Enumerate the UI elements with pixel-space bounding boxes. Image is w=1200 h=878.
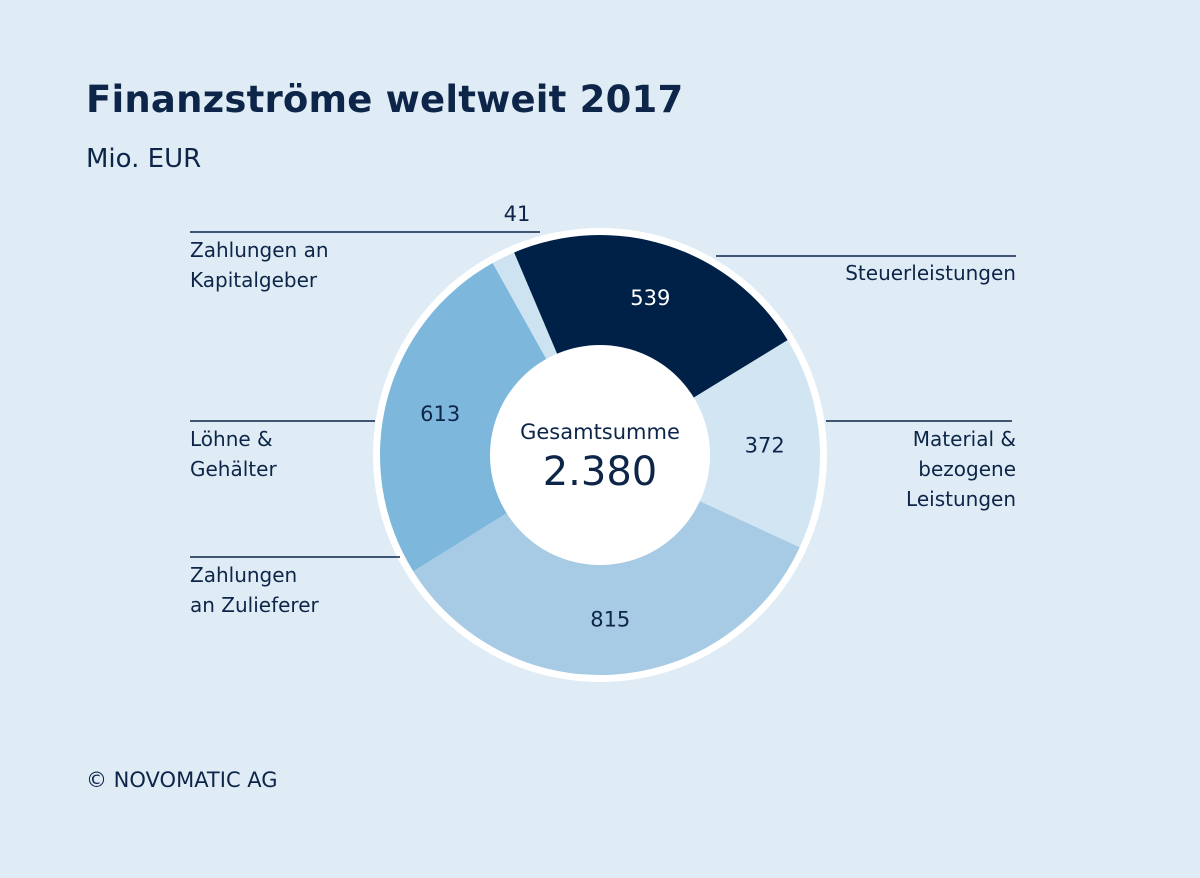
value-label-loehne: 613 bbox=[420, 402, 460, 426]
slice-material bbox=[600, 340, 821, 548]
category-label-steuer: Steuerleistungen bbox=[845, 261, 1016, 285]
category-label-loehne: Löhne & Gehälter bbox=[190, 427, 277, 481]
category-label-material: Material & bezogene Leistungen bbox=[906, 427, 1016, 511]
category-label-kapital: Zahlungen an Kapitalgeber bbox=[190, 238, 329, 292]
chart-unit: Mio. EUR bbox=[86, 144, 202, 174]
value-label-material: 372 bbox=[745, 433, 785, 457]
value-label-zulieferer: 815 bbox=[590, 608, 630, 632]
donut-center-hole bbox=[490, 345, 710, 565]
category-label-zulieferer: Zahlungen an Zulieferer bbox=[190, 563, 320, 617]
value-labels: 539 372 815 613 41 bbox=[420, 202, 785, 632]
center-total: 2.380 bbox=[543, 449, 658, 495]
category-labels: Steuerleistungen Material & bezogene Leistu… bbox=[190, 238, 1016, 617]
value-label-steuer: 539 bbox=[630, 286, 670, 310]
copyright-notice: © NOVOMATIC AG bbox=[86, 768, 278, 792]
leader-lines bbox=[190, 231, 1016, 558]
slice-loehne bbox=[379, 262, 600, 572]
chart-title: Finanzströme weltweit 2017 bbox=[86, 78, 684, 121]
center-caption: Gesamtsumme bbox=[520, 420, 680, 444]
value-label-kapital: 41 bbox=[504, 202, 531, 226]
slice-zulieferer bbox=[413, 455, 800, 675]
